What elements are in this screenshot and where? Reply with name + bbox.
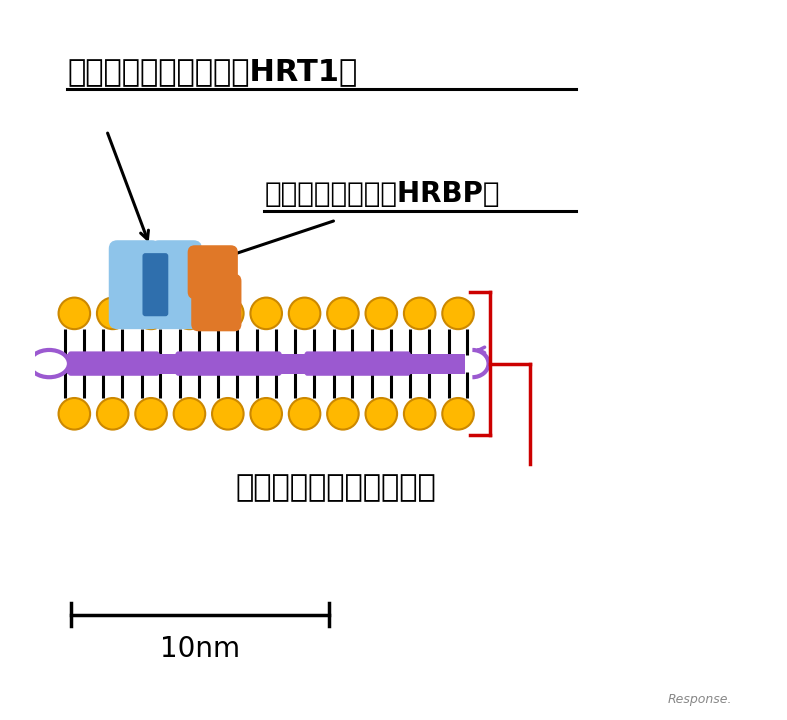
Circle shape xyxy=(365,297,397,329)
Circle shape xyxy=(58,398,91,430)
FancyBboxPatch shape xyxy=(68,351,160,376)
FancyBboxPatch shape xyxy=(142,253,168,316)
Circle shape xyxy=(212,398,244,430)
FancyBboxPatch shape xyxy=(176,351,282,376)
Circle shape xyxy=(404,398,435,430)
Text: 人工膜（ナノディスク）: 人工膜（ナノディスク） xyxy=(236,473,437,503)
Text: 補助タンパク質（HRBP）: 補助タンパク質（HRBP） xyxy=(264,180,500,208)
FancyBboxPatch shape xyxy=(150,240,202,329)
Circle shape xyxy=(135,398,167,430)
Text: Response.: Response. xyxy=(667,693,732,706)
Circle shape xyxy=(404,297,435,329)
Circle shape xyxy=(250,398,282,430)
Text: 10nm: 10nm xyxy=(160,635,240,662)
Circle shape xyxy=(365,398,397,430)
Circle shape xyxy=(97,398,128,430)
Text: 天然ゴム生合成酵素（HRT1）: 天然ゴム生合成酵素（HRT1） xyxy=(67,57,357,86)
Bar xyxy=(67,354,465,374)
Circle shape xyxy=(327,297,359,329)
FancyBboxPatch shape xyxy=(187,246,238,299)
Circle shape xyxy=(97,297,128,329)
Circle shape xyxy=(327,398,359,430)
Circle shape xyxy=(174,297,205,329)
Circle shape xyxy=(289,297,320,329)
Circle shape xyxy=(174,398,205,430)
FancyBboxPatch shape xyxy=(305,351,411,376)
Circle shape xyxy=(289,398,320,430)
Circle shape xyxy=(212,297,244,329)
Circle shape xyxy=(250,297,282,329)
Circle shape xyxy=(58,297,91,329)
FancyBboxPatch shape xyxy=(191,274,242,331)
FancyBboxPatch shape xyxy=(109,240,161,329)
Circle shape xyxy=(135,297,167,329)
Circle shape xyxy=(442,297,474,329)
Circle shape xyxy=(442,398,474,430)
